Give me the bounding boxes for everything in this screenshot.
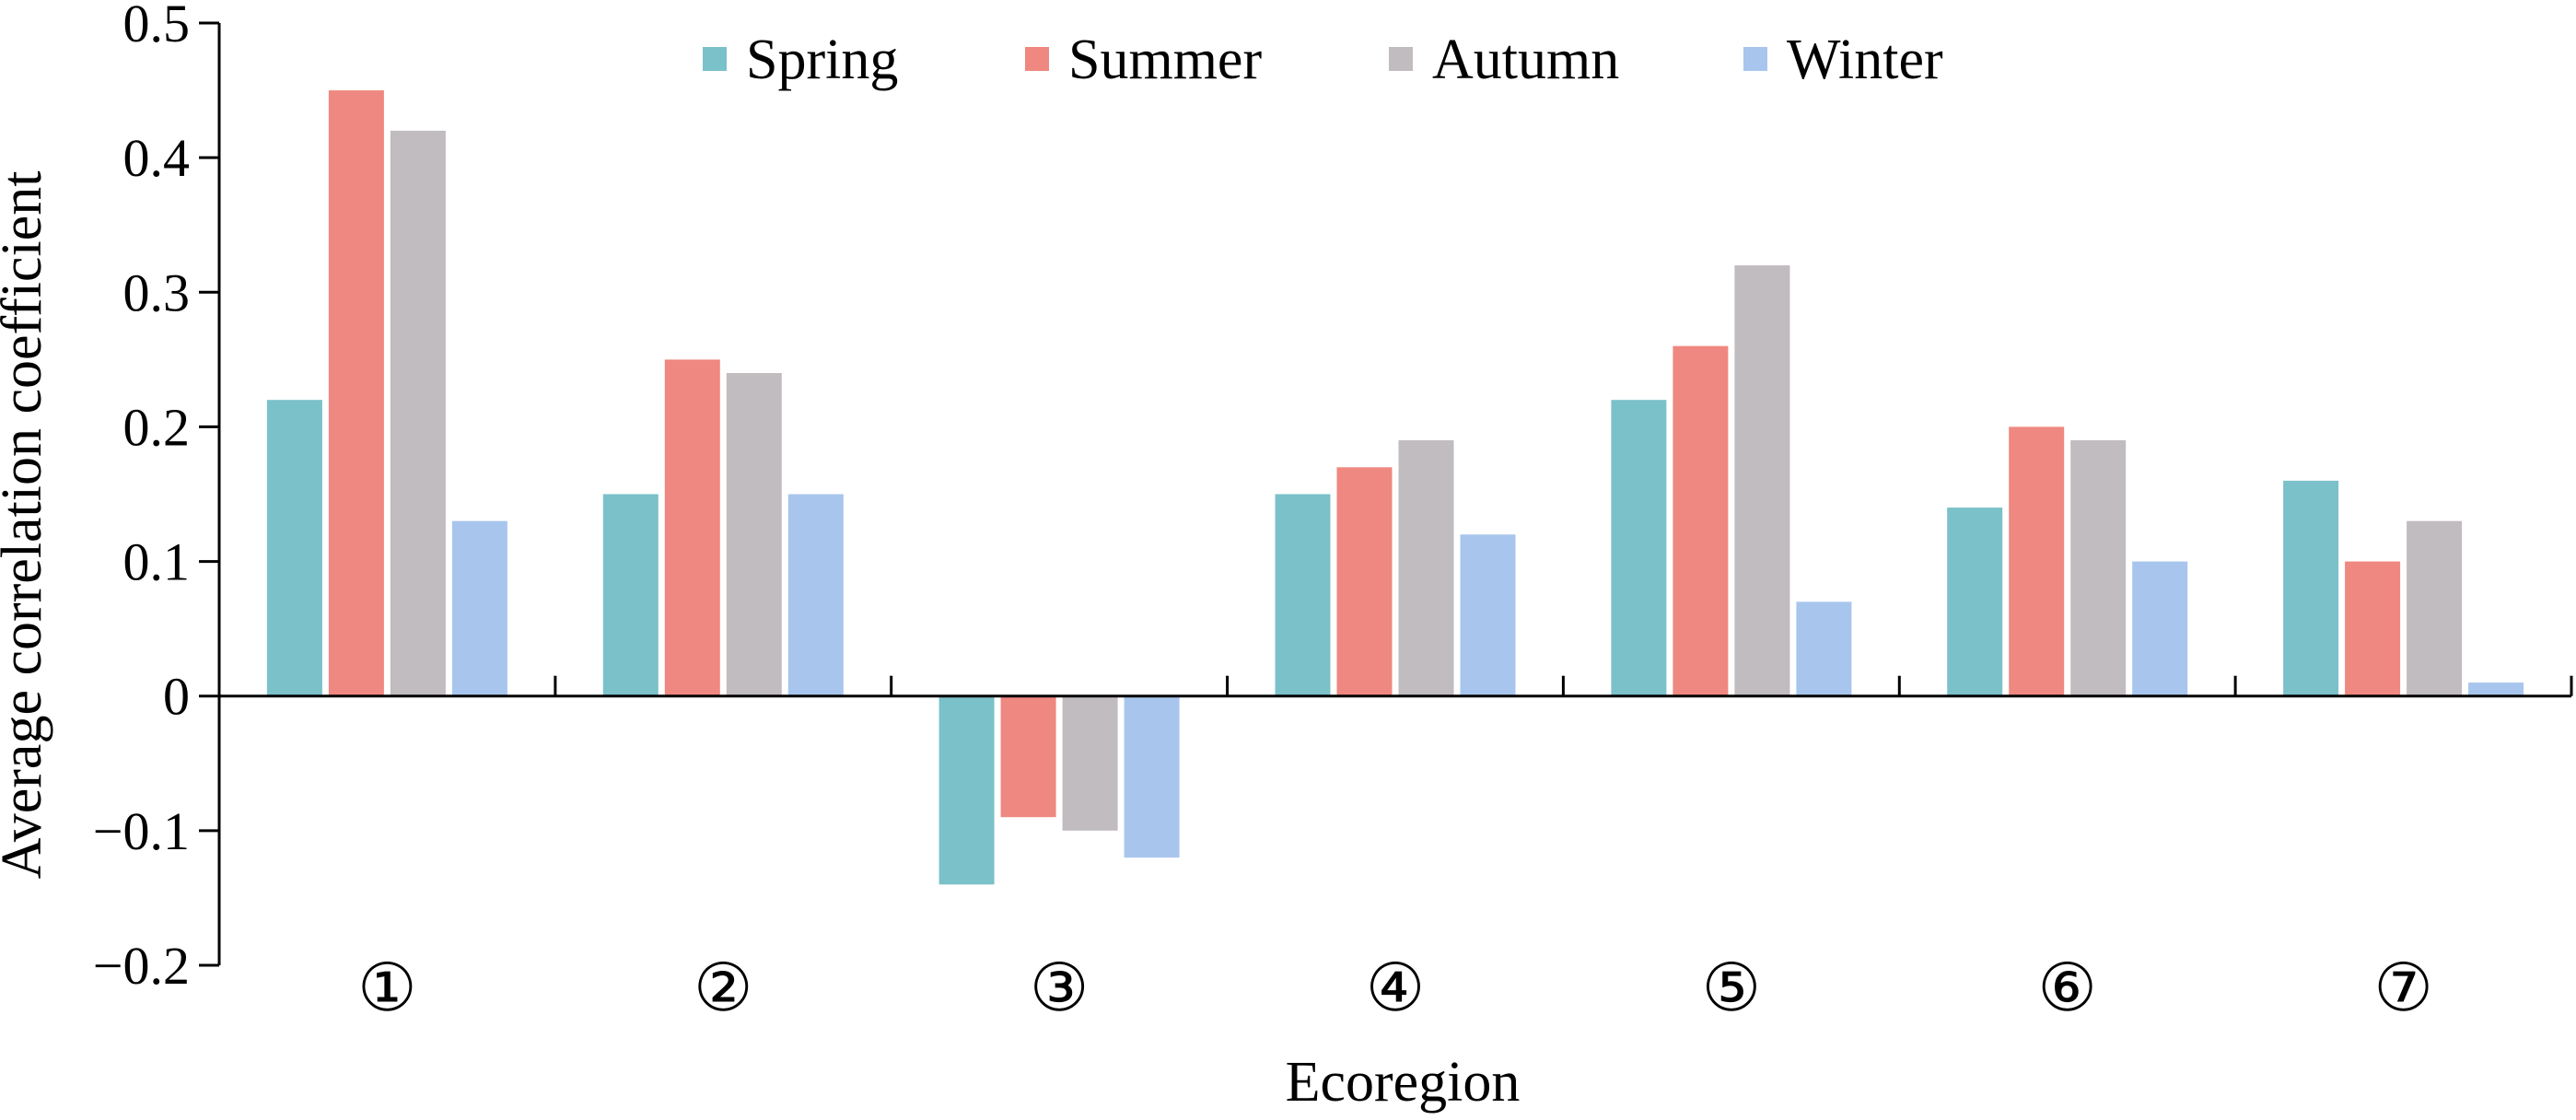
- bar-spring-5: [1611, 400, 1667, 696]
- y-tick-label: 0.3: [123, 262, 191, 322]
- bar-spring-1: [266, 400, 322, 696]
- x-tick-label: ④: [1366, 951, 1426, 1025]
- legend-label-autumn: Autumn: [1432, 29, 1619, 91]
- bar-summer-2: [664, 359, 720, 696]
- bar-autumn-7: [2407, 520, 2463, 696]
- bar-autumn-3: [1062, 695, 1118, 831]
- legend-swatch-summer: [1025, 47, 1049, 71]
- bar-winter-7: [2468, 682, 2524, 696]
- bar-autumn-1: [390, 130, 446, 696]
- bar-summer-1: [328, 90, 384, 696]
- y-tick-label: 0.1: [123, 532, 191, 592]
- bar-summer-7: [2345, 561, 2401, 696]
- bar-winter-6: [2132, 561, 2188, 696]
- y-tick-label: 0.5: [123, 0, 191, 53]
- y-tick-label: 0.4: [123, 128, 191, 188]
- legend-label-winter: Winter: [1787, 29, 1943, 91]
- bar-summer-3: [1000, 695, 1056, 818]
- legend-swatch-spring: [703, 47, 727, 71]
- bar-winter-2: [787, 494, 844, 696]
- y-axis-title: Average correlation coefficient: [0, 171, 53, 880]
- y-tick-label: 0.2: [123, 397, 191, 457]
- bar-winter-3: [1124, 695, 1180, 858]
- x-tick-label: ②: [694, 951, 753, 1025]
- bar-summer-6: [2009, 426, 2065, 696]
- legend-swatch-winter: [1743, 47, 1767, 71]
- x-tick-label: ⑥: [2037, 951, 2097, 1025]
- x-tick-label: ⑤: [1702, 951, 1762, 1025]
- x-tick-label: ③: [1030, 951, 1090, 1025]
- bar-spring-3: [938, 695, 995, 885]
- bar-autumn-6: [2070, 440, 2127, 696]
- bar-summer-5: [1673, 345, 1729, 696]
- bar-spring-4: [1275, 494, 1331, 696]
- bar-spring-7: [2283, 480, 2339, 696]
- bar-autumn-4: [1398, 440, 1454, 696]
- x-tick-label: ⑦: [2373, 951, 2433, 1025]
- bar-autumn-2: [726, 373, 782, 696]
- bar-spring-2: [602, 494, 659, 696]
- legend-label-summer: Summer: [1068, 29, 1262, 91]
- bar-autumn-5: [1734, 265, 1790, 696]
- y-tick-label: −0.2: [93, 936, 190, 996]
- bar-winter-5: [1796, 601, 1852, 696]
- legend-label-spring: Spring: [746, 29, 898, 91]
- x-tick-label: ①: [357, 951, 417, 1025]
- legend-swatch-autumn: [1389, 47, 1413, 71]
- x-axis-title: Ecoregion: [1286, 1051, 1521, 1114]
- bar-spring-6: [1947, 508, 2003, 696]
- bar-winter-1: [451, 520, 507, 696]
- y-tick-label: 0: [163, 667, 190, 727]
- y-tick-label: −0.1: [93, 801, 190, 861]
- bar-summer-4: [1336, 467, 1393, 696]
- bar-winter-4: [1460, 534, 1516, 696]
